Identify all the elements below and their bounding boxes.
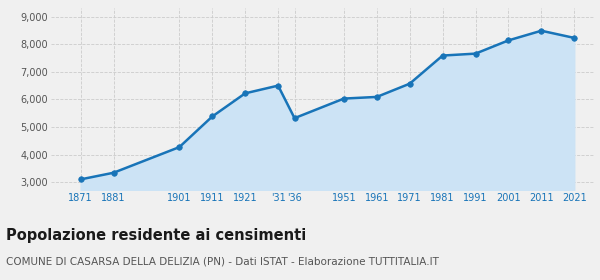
Text: COMUNE DI CASARSA DELLA DELIZIA (PN) - Dati ISTAT - Elaborazione TUTTITALIA.IT: COMUNE DI CASARSA DELLA DELIZIA (PN) - D… bbox=[6, 256, 439, 266]
Text: Popolazione residente ai censimenti: Popolazione residente ai censimenti bbox=[6, 228, 306, 243]
